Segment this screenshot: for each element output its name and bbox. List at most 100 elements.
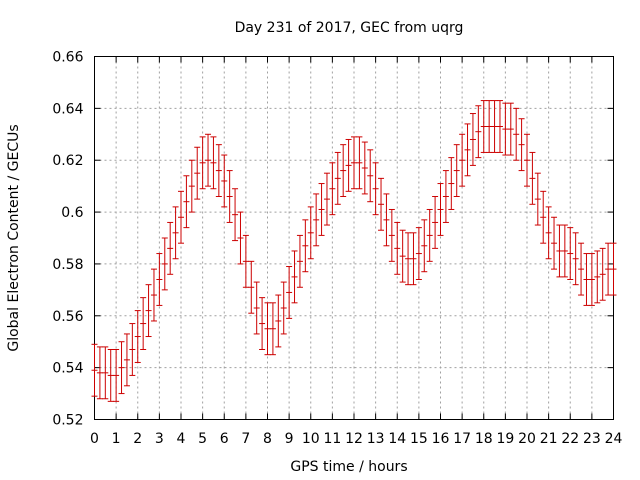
data-point	[442, 170, 449, 223]
data-point	[291, 250, 298, 304]
y-tick-labels: 0.52 0.54 0.56 0.58 0.6 0.62 0.64 0.66	[52, 50, 83, 429]
x-tick-label: 12	[345, 431, 363, 447]
data-point	[480, 100, 487, 153]
data-point	[561, 224, 568, 278]
x-tick-label: 23	[583, 431, 601, 447]
data-point	[453, 144, 460, 198]
data-point	[567, 227, 574, 280]
data-point	[210, 136, 217, 190]
data-point	[578, 242, 585, 296]
data-point	[529, 151, 536, 205]
data-point	[421, 219, 428, 273]
data-point	[556, 224, 563, 278]
y-tick-label: 0.56	[52, 309, 83, 325]
data-point	[253, 281, 260, 335]
data-point	[513, 107, 520, 161]
data-point	[167, 221, 174, 275]
data-point	[102, 346, 109, 400]
data-point	[183, 175, 190, 229]
y-tick-label: 0.52	[52, 413, 83, 429]
y-axis-label: Global Electron Content / GECUs	[6, 124, 22, 351]
data-point	[237, 211, 244, 265]
data-point	[518, 118, 525, 172]
data-point	[372, 162, 379, 216]
data-point	[345, 138, 352, 192]
chart-title: Day 231 of 2017, GEC from uqrg	[235, 20, 464, 36]
data-point	[264, 302, 271, 356]
data-point	[583, 253, 590, 306]
x-tick-label: 1	[112, 431, 121, 447]
grid-layer	[94, 56, 614, 420]
data-point	[318, 183, 325, 236]
data-point	[415, 227, 422, 280]
data-point	[378, 177, 385, 231]
data-point	[340, 144, 347, 198]
x-tick-label: 11	[323, 431, 341, 447]
data-point	[394, 221, 401, 275]
data-point	[437, 183, 444, 236]
y-tick-label: 0.66	[52, 50, 83, 66]
data-point	[323, 172, 330, 226]
data-point	[410, 232, 417, 286]
x-tick-label: 18	[475, 431, 493, 447]
data-point	[361, 141, 368, 195]
x-tick-label: 16	[432, 431, 450, 447]
x-tick-label: 7	[241, 431, 250, 447]
data-point	[150, 268, 157, 322]
data-layer	[91, 100, 617, 402]
data-point	[226, 170, 233, 223]
x-tick-label: 21	[540, 431, 558, 447]
data-point	[145, 284, 152, 338]
data-point	[540, 190, 547, 244]
x-tick-label: 4	[177, 431, 186, 447]
data-point	[551, 216, 558, 270]
data-point	[405, 232, 412, 286]
data-point	[507, 102, 514, 156]
data-point	[383, 193, 390, 247]
data-point	[486, 100, 493, 153]
y-tick-label: 0.6	[61, 205, 83, 221]
data-point	[610, 242, 617, 296]
data-point	[205, 133, 212, 187]
x-tick-label: 22	[561, 431, 579, 447]
data-point	[129, 323, 136, 376]
data-point	[280, 281, 287, 335]
data-point	[215, 144, 222, 198]
data-point	[140, 297, 147, 350]
x-tick-label: 6	[220, 431, 229, 447]
x-axis-label: GPS time / hours	[290, 459, 407, 475]
x-tick-label: 19	[496, 431, 514, 447]
data-point	[269, 302, 276, 356]
x-tick-label: 14	[388, 431, 406, 447]
data-point	[313, 193, 320, 247]
x-tick-label: 3	[155, 431, 164, 447]
data-point	[545, 206, 552, 260]
data-point	[91, 343, 98, 397]
data-point	[118, 341, 125, 395]
x-tick-label: 13	[367, 431, 385, 447]
data-point	[286, 266, 293, 319]
x-tick-label: 9	[285, 431, 294, 447]
data-point	[356, 136, 363, 190]
data-point	[123, 333, 130, 387]
data-point	[221, 154, 228, 208]
data-point	[242, 234, 249, 288]
data-point	[399, 229, 406, 283]
x-tick-label: 17	[453, 431, 471, 447]
data-point	[307, 206, 314, 260]
x-tick-labels: 0 1 2 3 4 5 6 7 8 9 10 11 12 13 14 15 16 17 18 19 20 21 22 23 24	[90, 431, 622, 447]
data-point	[491, 100, 498, 153]
y-tick-label: 0.62	[52, 153, 83, 169]
data-point	[178, 190, 184, 244]
data-point	[388, 208, 395, 262]
data-point	[107, 348, 114, 402]
data-point	[188, 159, 195, 213]
data-point	[296, 234, 303, 288]
tick-layer	[94, 56, 614, 420]
data-point	[334, 151, 341, 205]
x-tick-label: 5	[198, 431, 207, 447]
y-tick-label: 0.58	[52, 257, 83, 273]
data-point	[502, 102, 509, 156]
data-point	[156, 253, 163, 306]
